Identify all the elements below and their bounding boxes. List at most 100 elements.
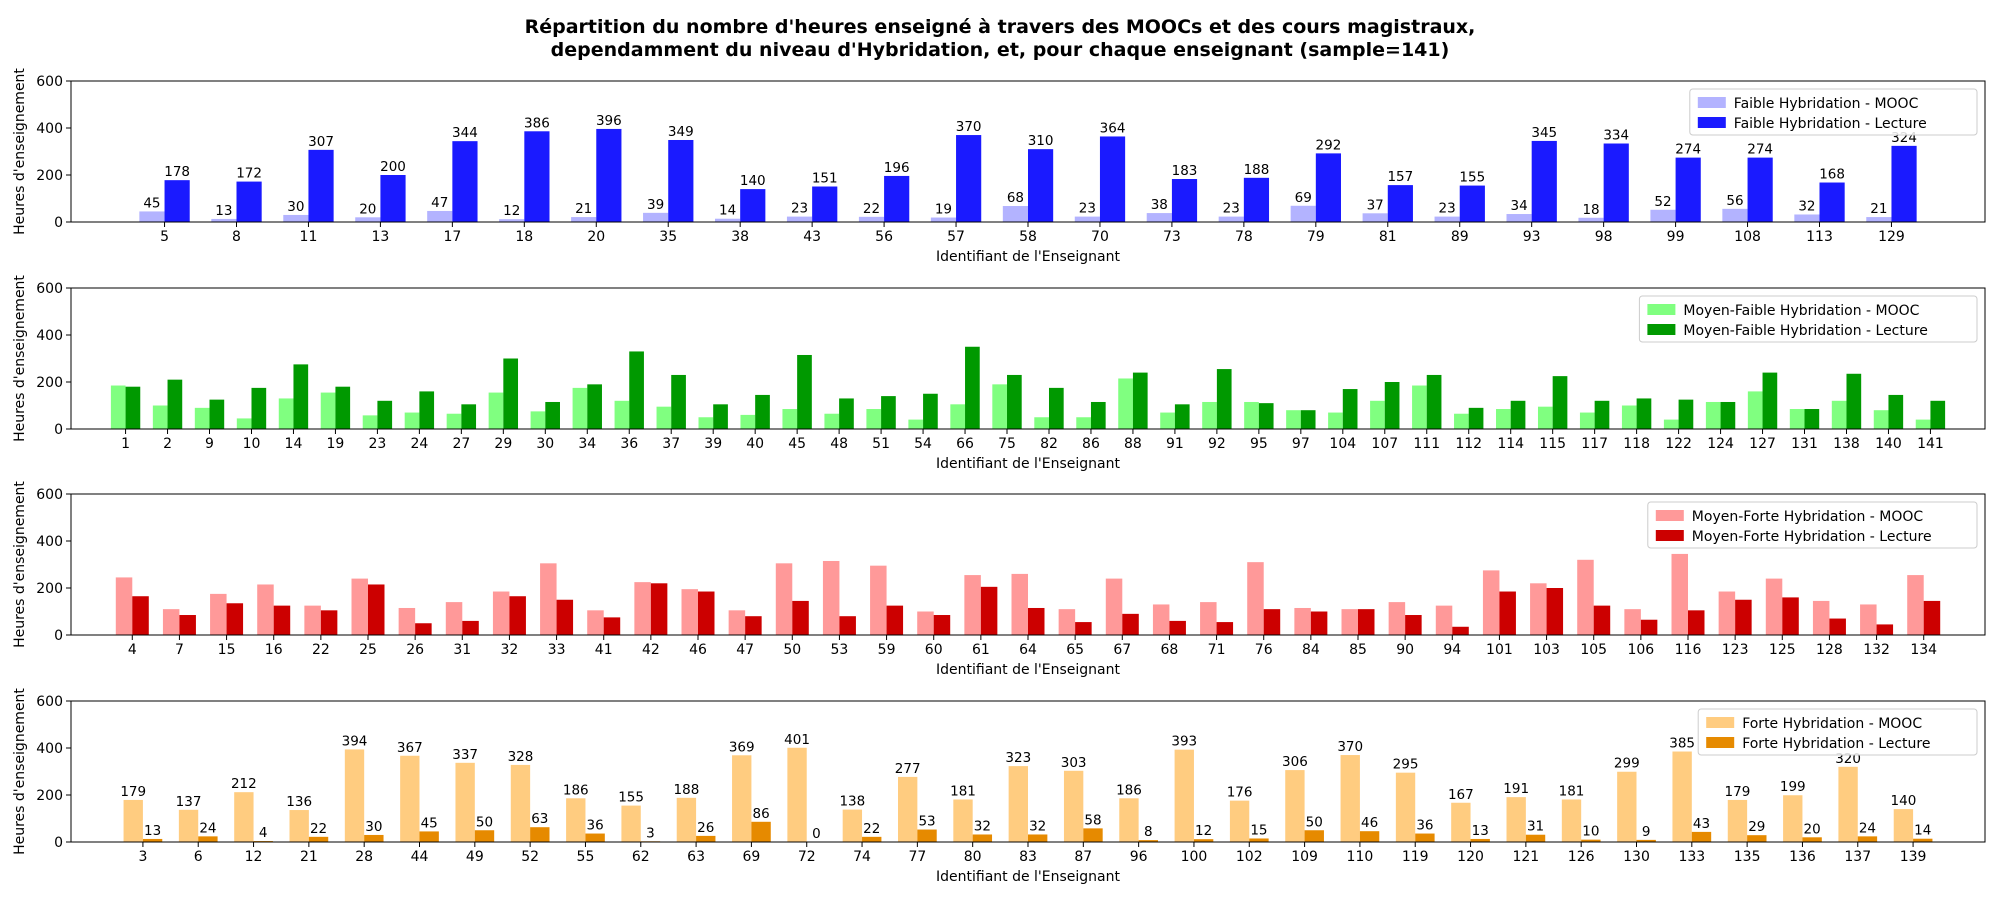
bar-value-label: 212 bbox=[231, 776, 257, 792]
bar-value-label: 188 bbox=[674, 782, 700, 798]
bar-lecture-117 bbox=[1594, 400, 1610, 429]
bar-lecture-87 bbox=[1083, 828, 1103, 842]
bar-lecture-134 bbox=[1923, 600, 1941, 635]
x-tick-label: 13 bbox=[371, 229, 389, 245]
bar-value-label: 155 bbox=[618, 790, 644, 806]
x-tick-label: 33 bbox=[548, 642, 566, 658]
bar-mooc-138 bbox=[1831, 400, 1847, 429]
bar-mooc-112 bbox=[1454, 413, 1469, 429]
bar-mooc-92 bbox=[1202, 401, 1217, 429]
bar-lecture-61 bbox=[980, 586, 998, 635]
x-tick-label: 87 bbox=[1074, 849, 1092, 865]
bar-value-label: 151 bbox=[812, 171, 838, 187]
x-tick-label: 64 bbox=[1019, 642, 1037, 658]
bar-lecture-60 bbox=[933, 615, 951, 635]
bar-lecture-4 bbox=[132, 596, 149, 635]
bar-lecture-80 bbox=[972, 834, 993, 842]
bar-lecture-120 bbox=[1470, 838, 1490, 842]
bar-value-label: 20 bbox=[1804, 821, 1821, 837]
bar-value-label: 36 bbox=[1416, 818, 1433, 834]
chart-title-line2: dependamment du niveau d'Hybridation, et… bbox=[551, 39, 1450, 61]
bar-mooc-104 bbox=[1328, 412, 1343, 429]
bar-lecture-95 bbox=[1258, 403, 1274, 429]
bar-mooc-51 bbox=[866, 409, 882, 429]
bar-lecture-131 bbox=[1804, 409, 1820, 429]
bar-value-label: 14 bbox=[1914, 823, 1931, 839]
bar-lecture-113 bbox=[1819, 182, 1845, 222]
bar-lecture-138 bbox=[1846, 373, 1862, 429]
x-axis-label: Identifiant de l'Enseignant bbox=[936, 662, 1121, 678]
x-tick-label: 21 bbox=[300, 849, 318, 865]
bar-value-label: 37 bbox=[1367, 197, 1384, 213]
bar-value-label: 401 bbox=[784, 732, 810, 748]
bar-value-label: 307 bbox=[308, 134, 334, 150]
bar-mooc-126 bbox=[1561, 799, 1582, 842]
bar-lecture-52 bbox=[530, 827, 550, 842]
bar-lecture-111 bbox=[1426, 374, 1442, 429]
x-tick-label: 78 bbox=[1235, 229, 1253, 245]
bar-lecture-49 bbox=[474, 830, 495, 842]
bar-value-label: 385 bbox=[1669, 736, 1695, 752]
bar-mooc-20 bbox=[571, 217, 597, 222]
x-tick-label: 77 bbox=[908, 849, 926, 865]
x-tick-label: 12 bbox=[245, 849, 263, 865]
bar-mooc-47 bbox=[728, 610, 746, 635]
bar-mooc-21 bbox=[289, 810, 309, 842]
x-tick-label: 56 bbox=[875, 229, 893, 245]
bar-lecture-119 bbox=[1415, 833, 1435, 842]
bar-lecture-112 bbox=[1468, 407, 1484, 429]
x-tick-label: 92 bbox=[1208, 436, 1226, 452]
bar-value-label: 178 bbox=[164, 164, 190, 180]
legend-swatch bbox=[1647, 304, 1676, 315]
bar-value-label: 181 bbox=[950, 783, 976, 799]
bar-value-label: 10 bbox=[1582, 824, 1599, 840]
bar-value-label: 191 bbox=[1503, 781, 1529, 797]
bar-lecture-36 bbox=[629, 351, 644, 429]
x-tick-label: 3 bbox=[138, 849, 147, 865]
bar-lecture-109 bbox=[1304, 830, 1324, 842]
bar-mooc-125 bbox=[1765, 578, 1783, 635]
bar-lecture-89 bbox=[1459, 185, 1485, 222]
bar-lecture-9 bbox=[209, 399, 225, 430]
bar-value-label: 12 bbox=[1195, 823, 1212, 839]
x-tick-label: 22 bbox=[312, 642, 330, 658]
bar-lecture-73 bbox=[1171, 179, 1198, 222]
bar-mooc-123 bbox=[1718, 591, 1736, 635]
bar-value-label: 0 bbox=[812, 826, 821, 842]
bar-lecture-103 bbox=[1546, 588, 1564, 635]
bar-lecture-29 bbox=[503, 358, 519, 429]
bar-mooc-128 bbox=[1812, 600, 1830, 635]
bar-mooc-41 bbox=[587, 610, 604, 635]
bar-mooc-25 bbox=[351, 578, 368, 635]
x-tick-label: 10 bbox=[243, 436, 261, 452]
bar-mooc-77 bbox=[898, 776, 918, 842]
bar-lecture-55 bbox=[585, 833, 605, 842]
x-tick-label: 17 bbox=[443, 229, 461, 245]
x-tick-label: 85 bbox=[1349, 642, 1367, 658]
bar-lecture-6 bbox=[198, 836, 218, 842]
x-tick-label: 20 bbox=[587, 229, 605, 245]
bar-value-label: 23 bbox=[1079, 201, 1096, 217]
bar-value-label: 86 bbox=[752, 806, 769, 822]
bar-lecture-124 bbox=[1720, 401, 1736, 429]
x-tick-label: 83 bbox=[1019, 849, 1037, 865]
bar-value-label: 157 bbox=[1387, 169, 1413, 185]
x-tick-label: 131 bbox=[1791, 436, 1818, 452]
bar-lecture-63 bbox=[696, 835, 716, 842]
bar-mooc-71 bbox=[1200, 602, 1217, 635]
bar-mooc-62 bbox=[621, 805, 641, 842]
bar-lecture-32 bbox=[509, 596, 526, 635]
x-tick-label: 75 bbox=[998, 436, 1016, 452]
y-axis-label: Heures d'enseignement bbox=[12, 481, 28, 648]
bar-value-label: 43 bbox=[1693, 816, 1710, 832]
bar-mooc-103 bbox=[1530, 583, 1547, 635]
bar-mooc-38 bbox=[715, 218, 741, 222]
bar-mooc-130 bbox=[1617, 771, 1637, 842]
bar-value-label: 32 bbox=[1798, 198, 1815, 214]
bar-lecture-31 bbox=[462, 620, 479, 635]
x-tick-label: 42 bbox=[642, 642, 660, 658]
bar-value-label: 46 bbox=[1361, 815, 1378, 831]
bar-value-label: 8 bbox=[1144, 824, 1153, 840]
bar-mooc-69 bbox=[732, 755, 752, 842]
